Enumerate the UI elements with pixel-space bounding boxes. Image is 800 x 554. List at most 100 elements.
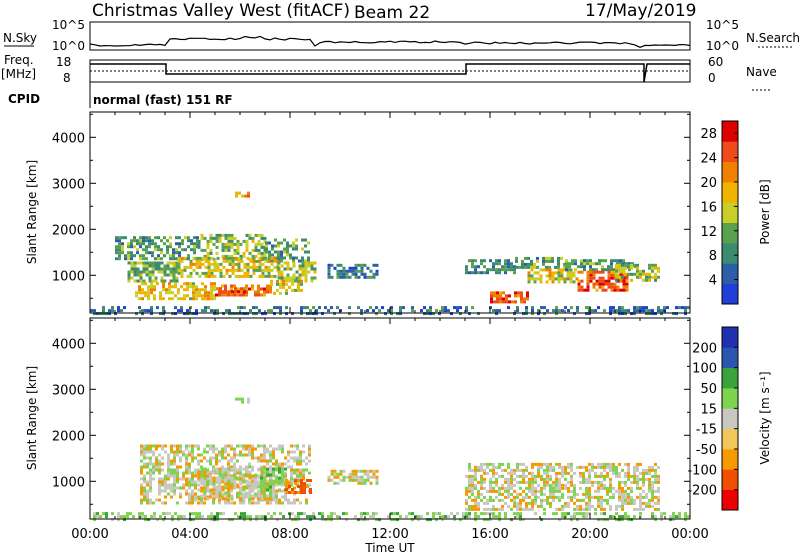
vel-cell — [233, 465, 236, 469]
vel-cell — [522, 477, 525, 481]
vel-cell — [480, 468, 483, 472]
vel-cell — [648, 477, 651, 481]
vel-cell — [263, 456, 266, 460]
power-cell — [206, 239, 210, 243]
power-cell — [351, 266, 355, 270]
vel-cell — [281, 476, 284, 480]
power-cell — [622, 279, 626, 283]
vel-cell — [227, 444, 230, 448]
vel-cell — [498, 512, 501, 516]
power-cell — [130, 254, 133, 258]
vel-cell — [173, 453, 176, 457]
vel-cell — [492, 462, 495, 466]
power-cell — [618, 306, 621, 310]
vel-cell — [558, 465, 561, 469]
power-cell — [166, 248, 169, 252]
vel-cell — [654, 468, 657, 472]
vel-cell — [435, 512, 438, 516]
vel-cell — [182, 474, 185, 478]
vel-cell — [221, 473, 225, 477]
power-cell — [246, 268, 250, 272]
vel-cell — [612, 486, 615, 490]
power-cell — [265, 241, 268, 245]
power-cell — [402, 306, 405, 310]
power-cell — [210, 268, 214, 272]
vel-cell — [639, 498, 642, 502]
vel-cell — [567, 462, 570, 466]
vel-cell — [167, 492, 170, 496]
power-cell — [203, 254, 207, 258]
power-cell — [252, 268, 256, 272]
power-cell — [249, 259, 253, 263]
power-cell — [572, 274, 576, 278]
vel-cell — [594, 465, 597, 469]
power-cell — [210, 294, 213, 298]
power-cell — [615, 275, 618, 279]
vel-cell — [146, 471, 149, 475]
power-cell — [139, 236, 142, 240]
power-cell — [336, 306, 339, 310]
power-cell — [118, 257, 121, 261]
vel-cell — [621, 480, 624, 484]
vel-cell — [281, 465, 284, 469]
vel-cell — [522, 462, 525, 466]
power-cell — [198, 274, 202, 278]
vel-cell — [126, 515, 129, 519]
power-cell — [203, 236, 207, 240]
vel-cell — [537, 483, 540, 487]
power-cell — [375, 312, 378, 316]
power-cell — [154, 245, 157, 249]
power-cell — [136, 248, 139, 252]
vel-cell — [603, 486, 606, 490]
vel-cell — [288, 482, 291, 485]
power-cell — [471, 259, 474, 263]
vel-cell — [155, 462, 158, 466]
vel-cell — [327, 478, 331, 482]
power-cell — [136, 261, 140, 265]
power-cell — [234, 290, 237, 294]
power-cell — [264, 259, 268, 263]
power-cell — [444, 306, 447, 310]
power-cell — [663, 306, 666, 310]
power-cell — [221, 284, 224, 288]
power-cell — [601, 282, 605, 286]
power-cell — [154, 236, 157, 240]
power-cell — [301, 238, 304, 242]
power-cell — [360, 263, 364, 267]
vel-cell — [167, 453, 170, 457]
vel-cell — [251, 444, 254, 448]
vel-cell — [651, 465, 654, 469]
power-cell — [213, 312, 216, 316]
power-cell — [289, 256, 292, 260]
power-cell — [289, 253, 292, 257]
vel-cell — [212, 444, 215, 448]
power-cell — [157, 245, 160, 249]
power-cell — [120, 309, 123, 313]
vel-cell — [657, 477, 660, 481]
power-cell — [527, 256, 530, 260]
vel-cell — [561, 465, 564, 469]
power-cell — [657, 266, 660, 270]
power-cell — [618, 266, 621, 270]
power-cell — [186, 285, 189, 289]
power-cell — [198, 288, 201, 292]
vel-cell — [228, 518, 231, 522]
vel-cell — [260, 456, 263, 460]
vel-cell — [543, 498, 546, 502]
vel-cell — [477, 492, 480, 496]
vel-cell — [263, 491, 266, 495]
power-cell — [580, 279, 584, 283]
power-cell — [480, 259, 483, 263]
vel-cell — [203, 491, 207, 495]
power-cell — [621, 306, 624, 310]
power-cell — [233, 251, 237, 255]
power-cell — [175, 267, 179, 271]
vel-cell — [185, 501, 188, 505]
power-cell — [254, 245, 258, 249]
vel-cell — [552, 465, 555, 469]
power-cell — [133, 261, 137, 265]
vel-cell — [251, 480, 254, 484]
power-cell — [236, 251, 240, 255]
vel-cell — [233, 476, 237, 480]
power-cell — [231, 271, 235, 275]
